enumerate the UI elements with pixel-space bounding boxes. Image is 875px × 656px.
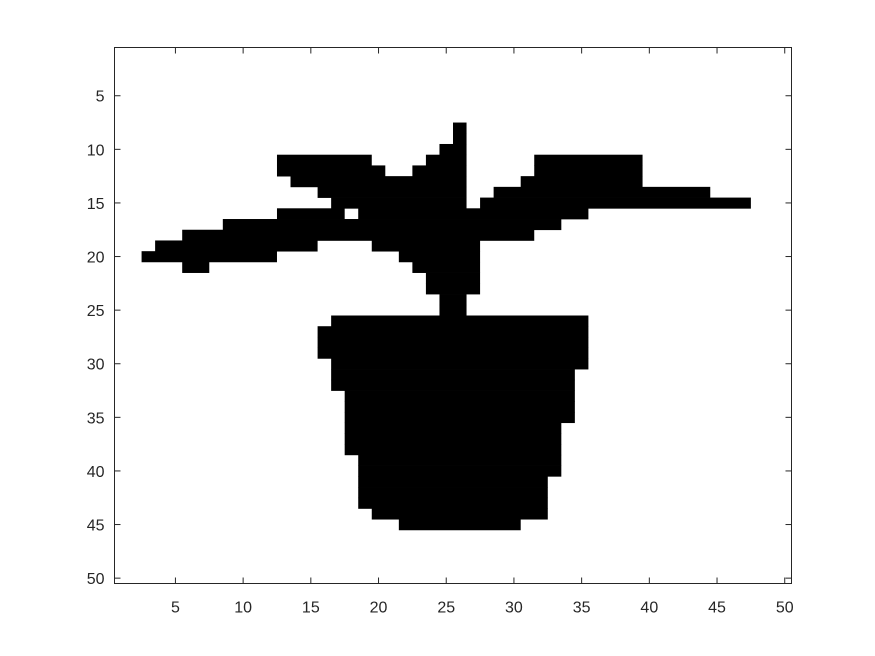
heatmap-cell-run: [331, 358, 589, 370]
heatmap-cell-run: [155, 240, 318, 252]
y-tick-label: 20: [87, 250, 105, 267]
heatmap-cell-run: [520, 176, 643, 188]
x-tick-label: 20: [370, 600, 388, 617]
heatmap-cell-run: [425, 154, 467, 166]
x-tick-label: 45: [708, 600, 726, 617]
heatmap-cell-run: [358, 487, 548, 499]
heatmap-cell-run: [331, 379, 575, 391]
heatmap-cell-run: [317, 347, 589, 359]
heatmap-cell-run: [358, 476, 548, 488]
y-tick-label: 40: [87, 464, 105, 481]
heatmap-cell-run: [425, 272, 481, 284]
heatmap-cell-run: [182, 229, 535, 241]
heatmap-cells: [141, 122, 751, 531]
heatmap-cell-run: [317, 336, 589, 349]
heatmap-cell-run: [344, 411, 575, 424]
heatmap-cell-run: [331, 197, 467, 209]
heatmap-cell-run: [276, 154, 372, 166]
heatmap-cell-run: [534, 165, 643, 177]
heatmap-cell-run: [371, 240, 481, 252]
heatmap-cell-run: [398, 251, 481, 263]
heatmap-cell-run: [276, 208, 345, 220]
heatmap-cell-run: [358, 454, 562, 466]
heatmap-cell-run: [439, 294, 467, 306]
heatmap-cell-run: [412, 261, 481, 273]
heatmap-cell-run: [344, 433, 562, 445]
heatmap-cell-run: [439, 304, 467, 316]
axes-box: [114, 47, 792, 584]
heatmap-cell-run: [276, 165, 386, 177]
y-tick-label: 5: [96, 89, 105, 106]
x-tick-label: 40: [640, 600, 658, 617]
x-tick-label: 30: [505, 600, 523, 617]
heatmap-cell-run: [317, 326, 589, 338]
y-tick-label: 25: [87, 303, 105, 320]
heatmap-cell-run: [453, 122, 467, 134]
heatmap-cell-run: [480, 197, 751, 209]
heatmap-cell-run: [182, 261, 210, 273]
x-axis-ticks: 5 10 15 20 25 30 35 40 45 50: [171, 47, 794, 617]
heatmap-cell-run: [412, 165, 467, 177]
y-tick-label: 45: [87, 518, 105, 535]
heatmap-cell-run: [439, 143, 467, 156]
heatmap-cell-run: [141, 251, 277, 263]
x-tick-label: 35: [573, 600, 591, 617]
y-tick-label: 15: [87, 196, 105, 213]
x-tick-label: 50: [776, 600, 794, 617]
heatmap-cell-run: [317, 186, 467, 198]
heatmap-cell-run: [358, 497, 548, 509]
y-tick-label: 50: [87, 571, 105, 588]
heatmap-cell-run: [331, 369, 575, 381]
heatmap-cell-run: [344, 401, 575, 413]
y-axis-ticks: 5 10 15 20 25 30 35 40 45 50: [87, 89, 792, 588]
heatmap-cell-run: [534, 154, 643, 166]
heatmap-cell-run: [371, 508, 548, 520]
heatmap-cell-run: [358, 465, 562, 477]
x-tick-label: 25: [437, 600, 455, 617]
y-tick-label: 30: [87, 357, 105, 374]
x-tick-label: 15: [302, 600, 320, 617]
x-tick-label: 5: [171, 600, 180, 617]
y-tick-label: 35: [87, 410, 105, 427]
y-tick-label: 10: [87, 142, 105, 159]
heatmap-cell-run: [290, 176, 467, 188]
heatmap-cell-run: [331, 315, 589, 327]
heatmap-cell-run: [398, 519, 521, 531]
heatmap-cell-run: [425, 283, 481, 295]
heatmap-cell-run: [344, 390, 575, 402]
heatmap-cell-run: [344, 444, 562, 456]
heatmap-cell-run: [453, 133, 467, 145]
heatmap-cell-run: [344, 422, 562, 434]
x-tick-label: 10: [234, 600, 252, 617]
heatmap-cell-run: [493, 186, 711, 198]
heatmap-cell-run: [222, 219, 562, 231]
heatmap-cell-run: [358, 208, 589, 220]
